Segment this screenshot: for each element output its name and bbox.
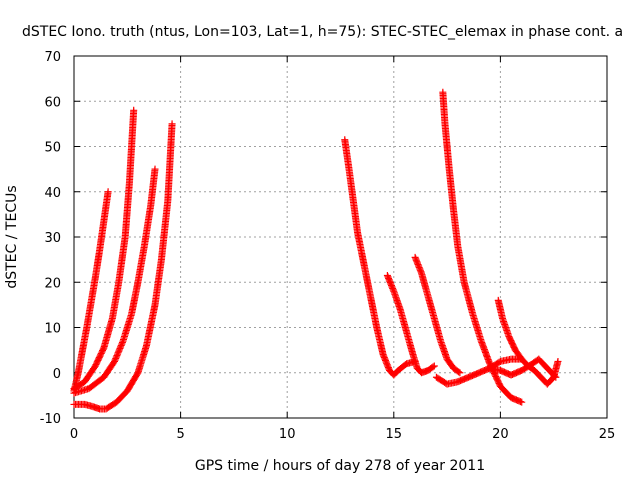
series-11 (486, 355, 560, 381)
x-tick-label: 20 (492, 427, 509, 442)
x-tick-label: 25 (599, 427, 616, 442)
data-point (554, 357, 562, 365)
y-axis-label: dSTEC / TECUs (4, 185, 20, 288)
y-tick-label: 40 (44, 186, 61, 201)
data-point (429, 363, 437, 371)
data-points (70, 88, 562, 413)
x-tick-label: 10 (279, 427, 296, 442)
data-point (456, 369, 464, 377)
series-8 (439, 88, 526, 406)
series-3 (70, 165, 159, 397)
y-tick-label: 70 (44, 50, 61, 65)
series-7 (411, 253, 464, 377)
x-axis-label: GPS time / hours of day 278 of year 2011 (195, 458, 485, 474)
series-1 (70, 188, 112, 395)
data-point (118, 339, 126, 347)
y-tick-label: 20 (44, 276, 61, 291)
data-point (168, 120, 176, 128)
x-tick-label: 5 (176, 427, 184, 442)
series-5 (341, 136, 419, 379)
y-tick-label: 30 (44, 231, 61, 246)
y-tick-label: 10 (44, 322, 61, 337)
grid-lines (74, 56, 607, 418)
series-4 (70, 120, 176, 413)
x-tick-label: 0 (70, 427, 78, 442)
data-point (518, 398, 526, 406)
data-point (552, 373, 560, 381)
data-point (455, 368, 463, 376)
data-point (551, 372, 559, 380)
axis-ticks: 0 5 10 15 20 25 -10 0 10 20 30 40 50 60 70 (40, 50, 616, 442)
y-tick-label: -10 (40, 412, 61, 427)
y-tick-label: 0 (53, 367, 61, 382)
data-point (151, 165, 159, 173)
data-point (430, 362, 438, 370)
data-point (104, 188, 112, 196)
chart-title: dSTEC Iono. truth (ntus, Lon=103, Lat=1,… (22, 24, 623, 40)
y-tick-label: 50 (44, 141, 61, 156)
data-point (130, 106, 138, 114)
series-6 (383, 271, 438, 377)
series-2 (70, 106, 138, 393)
x-tick-label: 15 (386, 427, 403, 442)
y-tick-label: 60 (44, 95, 61, 110)
series-9 (432, 355, 526, 388)
